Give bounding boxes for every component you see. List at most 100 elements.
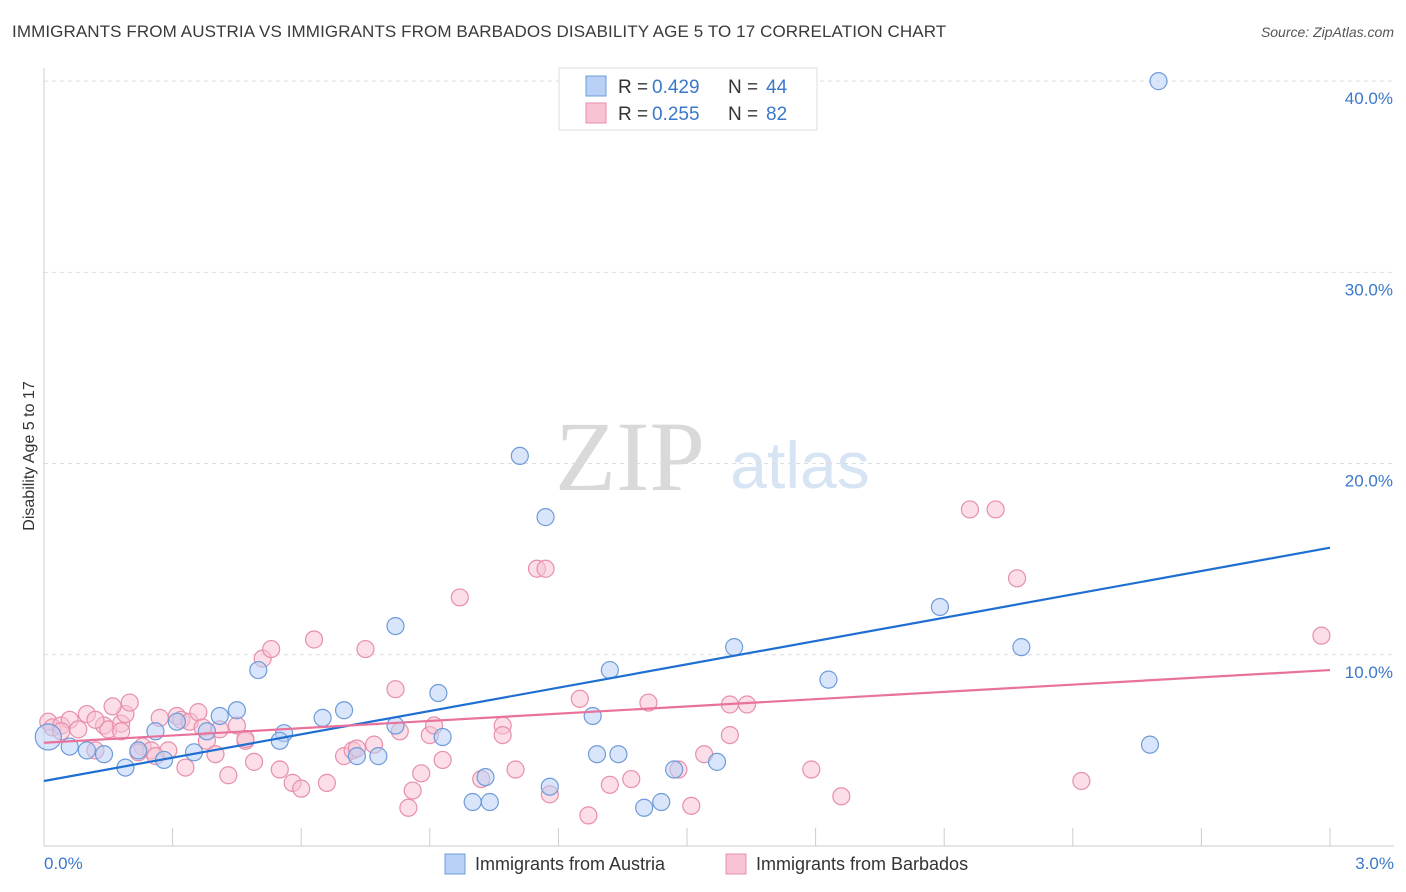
point-austria-3 [94,745,114,764]
point-austria-5 [129,741,148,760]
point-barbados-76 [270,760,289,779]
point-austria-36 [707,752,727,771]
watermark-zip: ZIP [555,401,705,512]
point-barbados-80 [103,697,122,716]
watermark-atlas: atlas [730,428,869,502]
y-tick-labels: 10.0% 20.0% 30.0% 40.0% [1345,89,1393,682]
point-barbados-72 [112,722,131,741]
point-barbados-65 [960,500,980,519]
point-barbados-62 [737,695,757,714]
stats-r-value-barbados: 0.255 [652,104,700,125]
point-barbados-53 [579,806,598,825]
point-austria-40 [1012,638,1031,657]
stats-swatch-barbados [585,102,607,124]
point-austria-22 [429,683,448,703]
point-austria-0 [34,723,62,751]
point-barbados-38 [399,798,418,817]
legend-label-austria: Immigrants from Austria [475,854,666,874]
point-austria-30 [587,745,607,764]
point-austria-35 [665,760,684,779]
stats-legend: R = 0.429 N = 44 R = 0.255 N = 82 [558,67,818,131]
watermark: ZIP atlas [555,401,870,512]
point-austria-16 [270,731,289,750]
point-barbados-40 [412,764,431,783]
series-legend: Immigrants from Austria Immigrants from … [444,853,968,875]
point-barbados-4 [69,720,88,739]
point-barbados-60 [720,725,739,745]
point-barbados-54 [600,775,619,794]
legend-swatch-barbados [725,853,747,875]
point-barbados-43 [433,750,452,770]
point-austria-38 [819,670,838,689]
point-austria-2 [77,741,96,760]
stats-r-label-austria: R = [618,77,648,98]
x-tick-label-max: 3.0% [1355,854,1394,873]
point-barbados-66 [986,500,1005,519]
point-barbados-19 [189,703,208,722]
point-austria-26 [510,446,529,466]
point-barbados-44 [450,588,469,607]
stats-n-label-barbados: N = [728,104,758,125]
stats-n-value-austria: 44 [766,77,788,98]
point-austria-21 [386,616,405,636]
point-austria-42 [1140,735,1160,754]
point-barbados-37 [386,680,405,699]
chart-title: IMMIGRANTS FROM AUSTRIA VS IMMIGRANTS FR… [12,22,947,41]
point-austria-24 [476,768,495,787]
point-austria-13 [313,708,332,727]
point-austria-20 [249,660,268,680]
x-tick-label-min: 0.0% [44,854,83,873]
y-tick-label-20: 20.0% [1345,472,1393,491]
legend-label-barbados: Immigrants from Barbados [756,854,968,874]
point-barbados-58 [682,796,701,815]
point-austria-8 [167,712,186,731]
point-barbados-64 [832,787,851,806]
point-austria-34 [652,792,671,812]
point-austria-43 [197,722,216,741]
point-barbados-31 [292,779,311,798]
point-austria-41 [1149,72,1168,91]
y-tick-label-10: 10.0% [1345,663,1393,682]
point-austria-11 [227,701,246,720]
point-austria-14 [347,747,367,766]
point-austria-28 [540,777,559,796]
point-austria-33 [635,798,654,817]
x-ticks [43,828,1331,846]
axes [43,68,1394,847]
point-austria-39 [930,597,950,617]
point-barbados-48 [506,760,525,779]
point-barbados-74 [176,758,195,777]
point-barbados-47 [493,725,512,745]
y-tick-label-40: 40.0% [1345,89,1393,108]
point-barbados-69 [1312,626,1331,645]
point-austria-23 [463,792,482,812]
point-austria-32 [609,745,628,764]
stats-swatch-austria [585,75,607,97]
trend-lines [43,546,1331,783]
stats-n-value-barbados: 82 [766,104,787,125]
point-austria-15 [369,747,388,766]
point-barbados-39 [403,781,422,800]
point-barbados-56 [639,693,658,712]
scatter-points [34,72,1331,825]
stats-n-label-austria: N = [728,77,758,98]
point-barbados-70 [86,710,105,729]
point-barbados-67 [1007,569,1027,588]
y-tick-label-30: 30.0% [1345,280,1393,299]
grid-lines [44,80,1394,656]
point-barbados-29 [262,639,281,659]
point-austria-25 [480,792,499,812]
trend-line-barbados [43,668,1331,744]
point-barbados-63 [802,760,821,779]
stats-r-label-barbados: R = [618,104,648,125]
point-austria-37 [725,638,744,657]
stats-r-value-austria: 0.429 [652,77,700,98]
point-austria-27 [536,508,555,527]
point-barbados-77 [317,773,337,792]
y-axis-label: Disability Age 5 to 17 [21,381,38,531]
point-barbados-68 [1072,771,1091,791]
point-austria-17 [334,701,354,720]
point-barbados-32 [304,630,324,649]
point-barbados-50 [536,559,555,578]
